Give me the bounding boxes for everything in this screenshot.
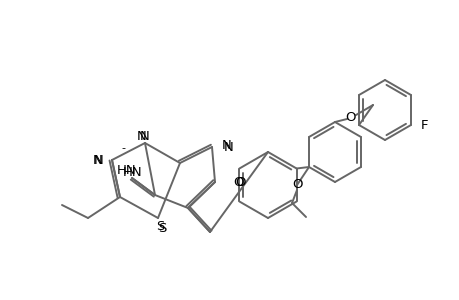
Text: N: N [137,130,146,142]
Text: N: N [140,130,150,142]
Text: N: N [224,140,233,154]
Text: -: - [121,143,125,154]
Text: F: F [420,118,427,131]
Text: N: N [222,139,231,152]
Text: O: O [233,176,243,188]
Text: O: O [235,176,245,190]
Text: N: N [93,154,103,166]
Text: S: S [156,220,164,233]
Text: HN: HN [123,167,142,179]
Text: O: O [291,178,302,191]
Text: N: N [94,154,104,166]
Text: HN: HN [117,164,136,176]
Text: S: S [157,221,166,235]
Text: O: O [345,110,355,124]
